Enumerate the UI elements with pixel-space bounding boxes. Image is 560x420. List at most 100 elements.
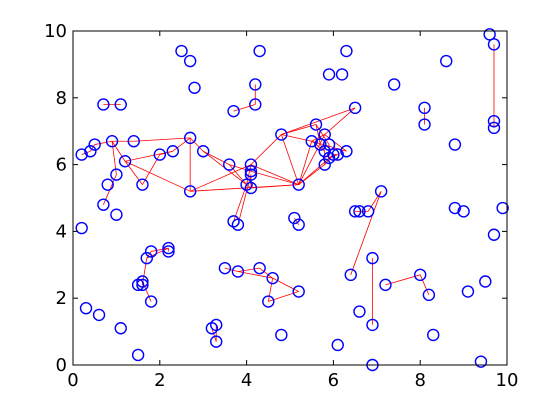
edge-line	[124, 160, 191, 192]
data-point	[253, 261, 266, 275]
edge-line	[324, 107, 356, 135]
edge-line	[294, 217, 300, 225]
data-point	[487, 121, 501, 135]
edge-line	[315, 124, 321, 145]
data-point	[331, 148, 344, 161]
data-point	[253, 44, 266, 58]
edge-line	[259, 267, 273, 279]
edge-line	[124, 161, 143, 185]
data-point	[457, 205, 470, 218]
edge-line	[298, 134, 326, 185]
data-point	[136, 178, 149, 191]
edge-line	[250, 170, 299, 186]
data-point	[88, 138, 101, 151]
data-point	[322, 138, 336, 151]
data-point	[427, 328, 440, 342]
data-point	[331, 338, 344, 352]
edge-line	[324, 134, 347, 152]
data-point	[162, 241, 175, 255]
x-tick-label: 8	[414, 370, 425, 391]
data-point	[244, 168, 258, 181]
data-point	[461, 285, 475, 298]
edge-line	[250, 184, 299, 189]
edge-line	[311, 134, 325, 142]
x-tick-label: 0	[67, 370, 78, 391]
data-point	[218, 261, 232, 275]
data-point	[318, 158, 331, 171]
edge-line	[151, 247, 169, 252]
data-point	[344, 268, 357, 282]
edge-line	[298, 141, 313, 185]
edge-line	[246, 164, 252, 185]
data-point	[131, 348, 145, 362]
data-point	[318, 128, 331, 141]
data-point	[353, 305, 366, 318]
ticks-layer: 0 2 4 6 8 10 0 2 4 6 8 10	[44, 21, 518, 391]
data-point	[97, 198, 110, 211]
data-point	[210, 335, 223, 348]
data-point	[127, 135, 140, 148]
data-point	[422, 288, 436, 302]
data-point	[75, 221, 88, 235]
data-point	[136, 275, 149, 288]
edge-line	[172, 137, 191, 152]
data-point	[244, 181, 258, 195]
data-point	[440, 54, 453, 68]
data-point	[305, 135, 318, 148]
data-point	[110, 168, 123, 181]
data-point	[322, 68, 336, 81]
y-tick-label: 8	[56, 88, 67, 109]
data-point	[183, 131, 197, 145]
edge-line	[246, 184, 252, 189]
edge-line	[133, 137, 191, 142]
data-point	[418, 101, 431, 115]
data-point	[314, 138, 327, 151]
data-point	[366, 318, 379, 332]
data-point	[487, 114, 501, 128]
edge-line	[267, 278, 274, 302]
y-tick-label: 4	[56, 221, 67, 242]
data-point	[379, 278, 392, 292]
data-point	[387, 78, 401, 91]
edges-layer	[81, 44, 495, 342]
data-point	[353, 205, 366, 218]
data-point	[97, 98, 110, 111]
data-point	[292, 285, 305, 298]
data-point	[231, 265, 245, 278]
edge-line	[228, 164, 247, 185]
data-point	[114, 98, 127, 111]
edge-line	[189, 137, 204, 152]
data-point	[335, 68, 349, 81]
data-point	[292, 218, 305, 231]
data-point	[153, 148, 167, 161]
data-point	[366, 251, 379, 265]
edge-line	[233, 104, 256, 112]
x-tick-label: 2	[154, 370, 165, 391]
y-tick-label: 10	[44, 21, 67, 42]
edge-line	[281, 107, 356, 135]
data-point	[166, 145, 180, 158]
edge-line	[419, 274, 430, 296]
y-tick-label: 6	[56, 155, 67, 176]
data-point	[140, 251, 153, 265]
data-point	[101, 178, 114, 191]
points-layer	[75, 28, 509, 372]
data-point	[118, 155, 132, 168]
plot-frame	[72, 30, 508, 366]
edge-line	[320, 144, 326, 152]
y-tick-label: 0	[56, 355, 67, 376]
edge-line	[203, 150, 230, 165]
data-point	[374, 185, 388, 198]
axes-layer	[72, 30, 508, 366]
data-point	[75, 148, 88, 161]
data-point	[262, 295, 275, 308]
data-point	[188, 81, 201, 94]
data-point	[483, 28, 496, 41]
edge-line	[272, 277, 299, 292]
data-point	[249, 98, 262, 111]
data-point	[110, 208, 123, 221]
data-point	[144, 245, 158, 258]
data-point	[244, 158, 258, 171]
edge-line	[90, 144, 96, 152]
